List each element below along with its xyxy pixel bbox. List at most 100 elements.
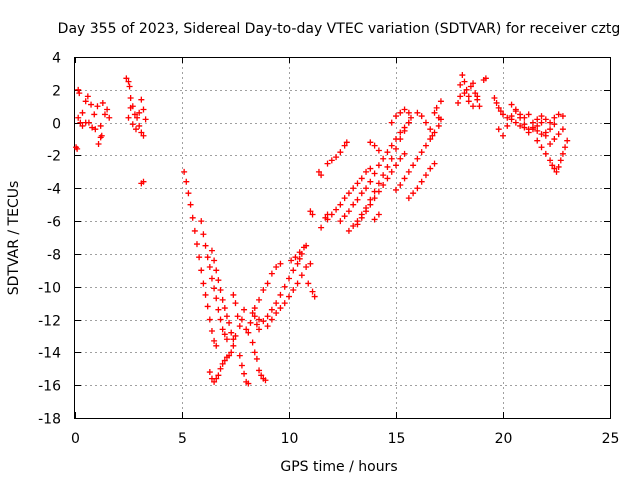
data-point (290, 287, 297, 294)
data-point (435, 114, 442, 121)
series-arc-28 (393, 116, 444, 193)
data-point (213, 342, 220, 349)
data-point (264, 280, 271, 287)
data-point (193, 241, 200, 248)
data-point (264, 323, 271, 330)
data-point (414, 185, 421, 192)
data-point (397, 136, 404, 143)
data-point (206, 369, 213, 376)
data-point (196, 254, 203, 261)
data-point (247, 319, 254, 326)
data-point (345, 227, 352, 234)
data-point (202, 291, 209, 298)
data-point (371, 170, 378, 177)
data-point (251, 349, 258, 356)
series-arc-18 (315, 168, 325, 179)
data-point (457, 93, 464, 100)
data-point (181, 168, 188, 175)
data-point (82, 98, 89, 105)
data-point (380, 155, 387, 162)
data-point (253, 355, 260, 362)
data-point (253, 321, 260, 328)
data-point (91, 111, 98, 118)
data-point (547, 140, 554, 147)
data-point (213, 267, 220, 274)
data-point (363, 208, 370, 215)
data-point (221, 357, 228, 364)
data-point (307, 208, 314, 215)
data-point (407, 114, 414, 121)
data-point (384, 163, 391, 170)
data-point (375, 147, 382, 154)
data-point (388, 155, 395, 162)
data-point (75, 114, 82, 121)
data-point (99, 99, 106, 106)
data-point (204, 254, 211, 261)
data-point (375, 162, 382, 169)
data-point (307, 260, 314, 267)
data-point (134, 114, 141, 121)
data-point (219, 326, 226, 333)
data-point (388, 119, 395, 126)
data-point (422, 119, 429, 126)
series-arc-22 (337, 119, 412, 225)
data-point (318, 224, 325, 231)
data-point (517, 122, 524, 129)
data-point (79, 109, 86, 116)
y-tick-label: -2 (47, 149, 61, 165)
data-point (94, 103, 101, 110)
data-point (333, 206, 340, 213)
x-tick-label: 20 (495, 431, 513, 447)
data-point (286, 275, 292, 282)
data-point (277, 305, 284, 312)
data-point (189, 214, 196, 221)
data-point (223, 313, 230, 320)
data-point (268, 270, 275, 277)
data-point (132, 126, 139, 133)
series-arc-06 (198, 218, 230, 343)
data-point (375, 180, 382, 187)
data-point (435, 122, 442, 129)
data-point (217, 287, 224, 294)
data-point (422, 172, 429, 179)
data-point (260, 287, 267, 294)
data-point (517, 114, 524, 121)
y-tick-label: -8 (47, 248, 61, 264)
data-point (538, 144, 545, 151)
data-point (76, 90, 83, 97)
series-arc-03 (123, 75, 149, 139)
data-point (245, 329, 252, 336)
data-point (215, 306, 222, 313)
data-point (405, 109, 412, 116)
data-point (123, 75, 130, 82)
data-point (249, 309, 256, 316)
data-point (256, 367, 263, 374)
data-point (211, 285, 218, 292)
x-tick-label: 5 (178, 431, 187, 447)
data-point (405, 195, 412, 202)
data-point (84, 93, 91, 100)
series-arc-24 (354, 150, 408, 228)
data-point (324, 160, 331, 167)
data-point (228, 349, 235, 356)
x-tick-label: 0 (71, 431, 80, 447)
data-point (79, 122, 86, 129)
y-tick-label: -18 (38, 412, 61, 428)
data-point (230, 342, 237, 349)
data-point (286, 293, 292, 300)
x-tick-label: 10 (281, 431, 299, 447)
series-arc-38 (534, 137, 571, 175)
data-point (354, 180, 361, 187)
data-point (204, 303, 211, 310)
data-point (358, 190, 365, 197)
data-point (213, 375, 220, 382)
data-point (467, 83, 474, 90)
data-point (388, 168, 395, 175)
data-point (457, 81, 464, 88)
data-point (538, 131, 545, 138)
data-point (504, 114, 511, 121)
data-point (262, 377, 269, 384)
data-point (328, 157, 335, 164)
data-point (472, 90, 479, 97)
